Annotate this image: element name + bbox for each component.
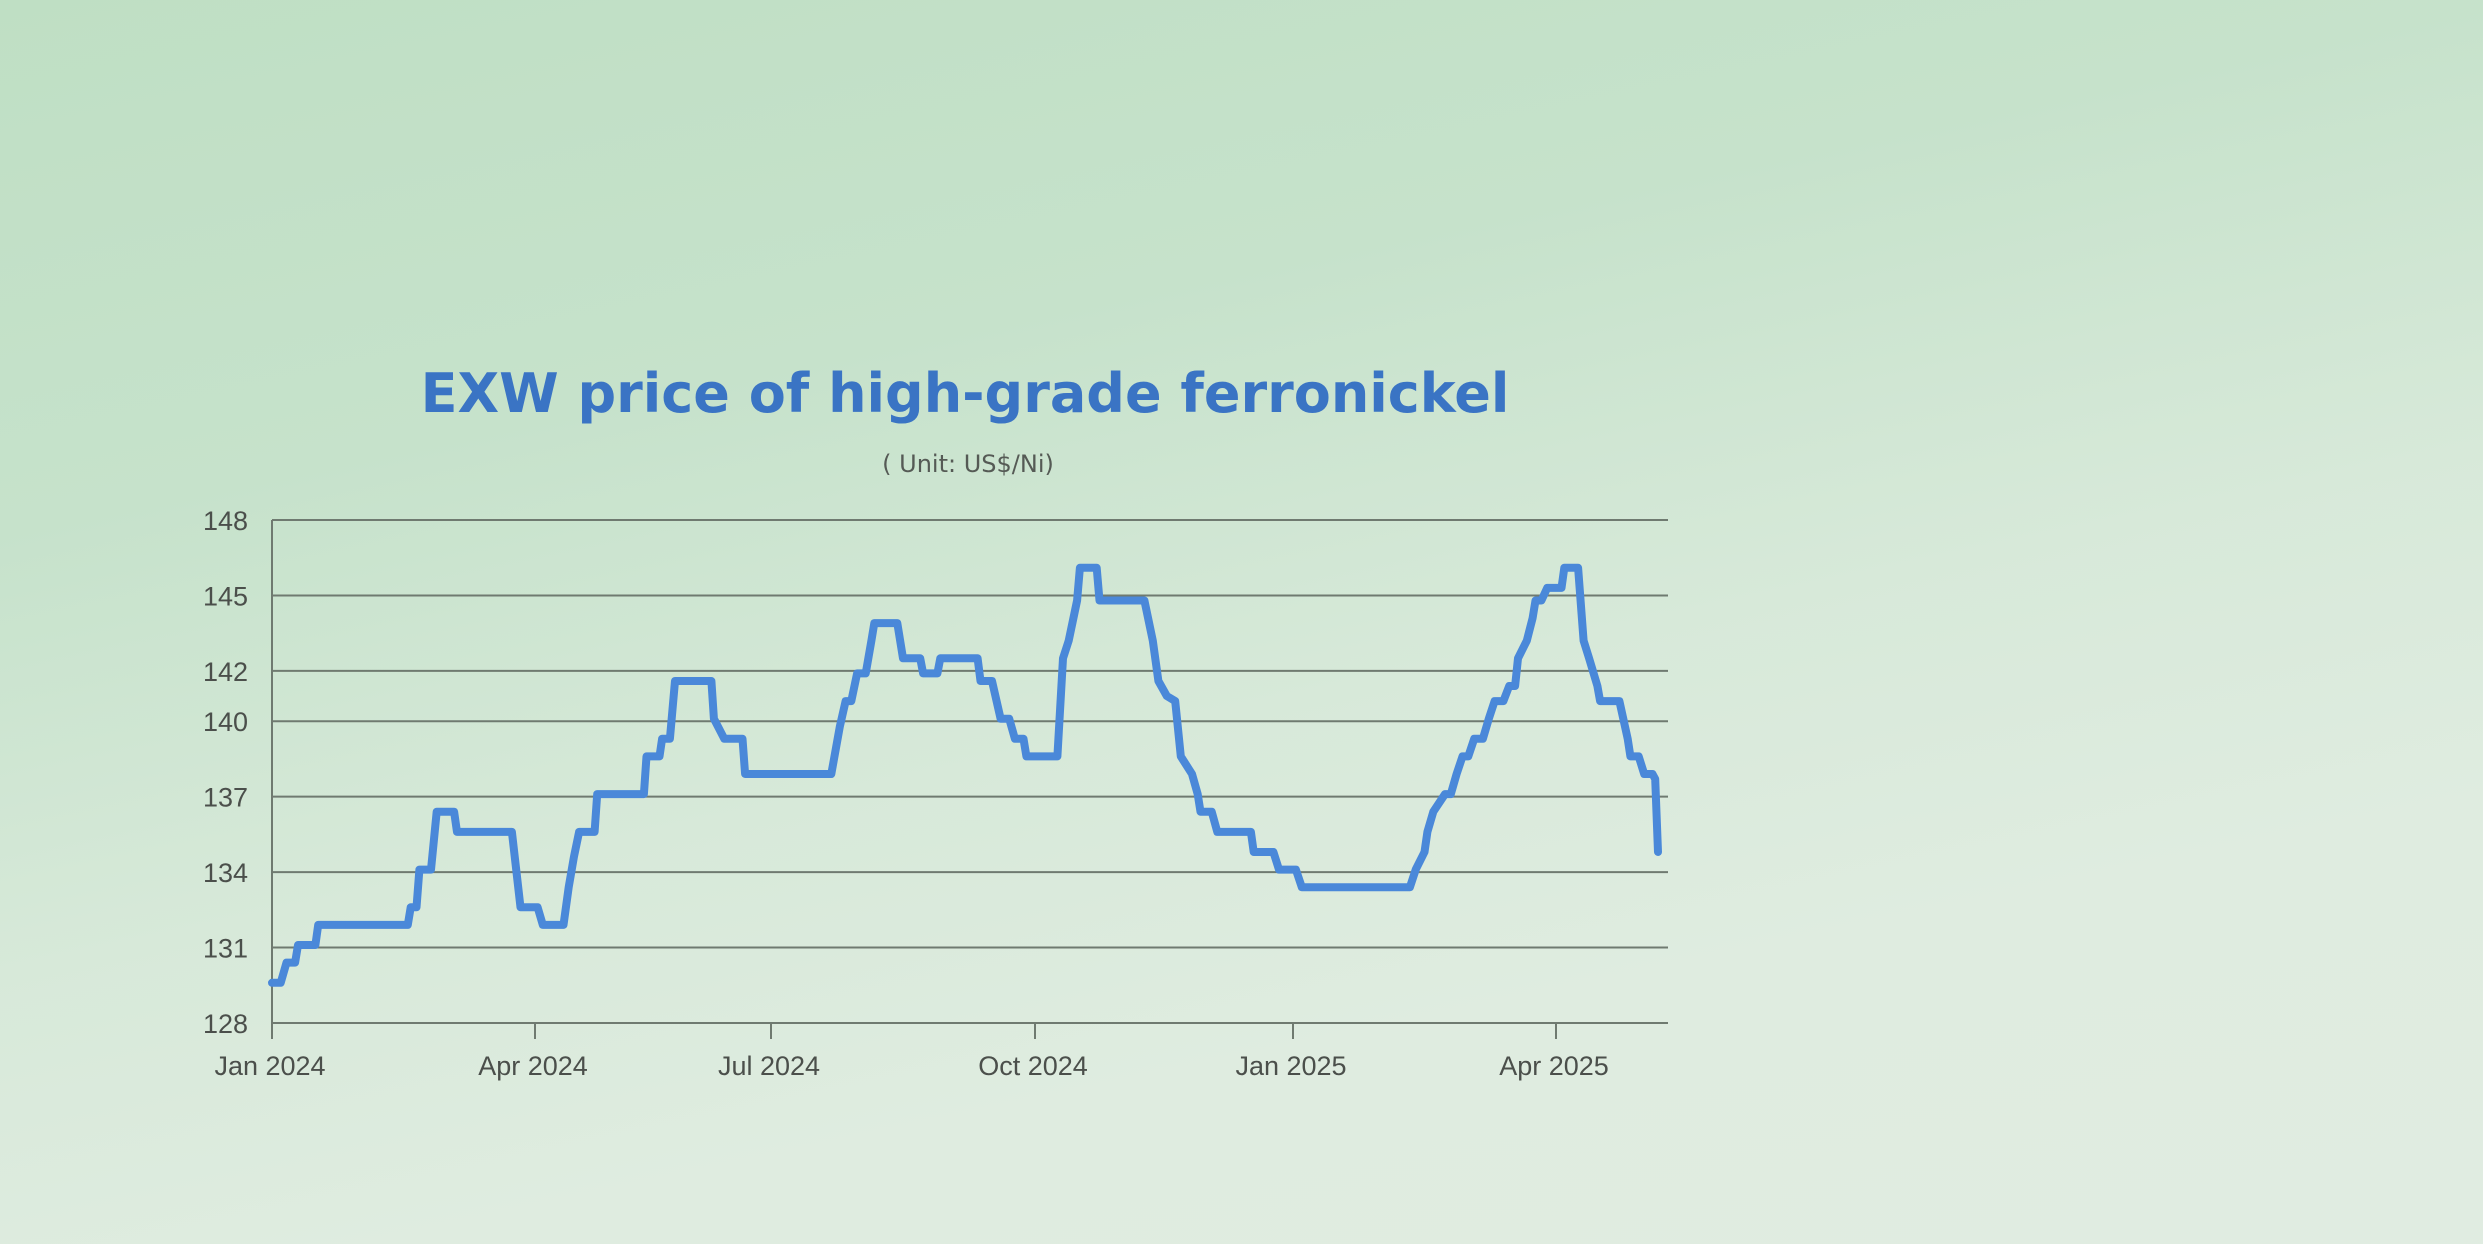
x-tick-label: Oct 2024 [978, 1051, 1088, 1081]
x-tick-label: Apr 2024 [478, 1051, 588, 1081]
chart-title: EXW price of high-grade ferronickel [421, 362, 1510, 425]
y-tick-label: 140 [203, 707, 248, 737]
y-tick-label: 148 [203, 506, 248, 536]
x-axis-tick-labels: Jan 2024 Apr 2024 Jul 2024 Oct 2024 Jan 2025… [214, 1051, 1608, 1081]
chart-subtitle: ( Unit: US$/Ni) [882, 450, 1054, 478]
series-line [268, 563, 1662, 987]
y-tick-label: 131 [203, 934, 248, 964]
gridlines [272, 519, 1668, 1024]
y-axis-tick-labels: 128 131 134 137 140 142 145 148 [203, 506, 248, 1039]
y-tick-label: 134 [203, 858, 248, 888]
x-tick-label: Jan 2024 [214, 1051, 325, 1081]
x-tick-label: Jul 2024 [718, 1051, 820, 1081]
y-tick-label: 142 [203, 657, 248, 687]
y-tick-label: 128 [203, 1009, 248, 1039]
x-tick-label: Jan 2025 [1235, 1051, 1346, 1081]
x-tick-label: Apr 2025 [1499, 1051, 1609, 1081]
y-tick-label: 145 [203, 581, 248, 611]
series-layer [268, 563, 1662, 987]
y-tick-label: 137 [203, 783, 248, 813]
axes [271, 520, 1557, 1039]
